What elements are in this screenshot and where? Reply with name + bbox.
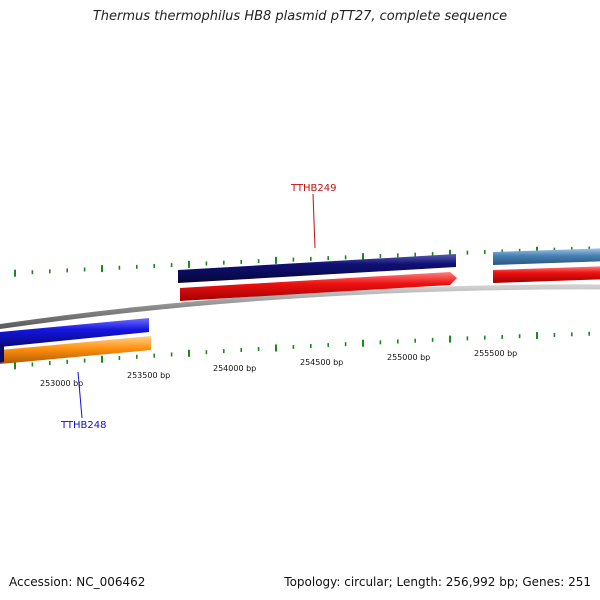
ruler-label: 253000 bp — [40, 379, 83, 388]
leader-line-tthb248 — [77, 371, 83, 419]
gene-bar-next[interactable] — [493, 248, 600, 265]
ruler-label: 254500 bp — [300, 358, 343, 367]
ruler-label: 254000 bp — [213, 364, 256, 373]
tick-row-upper — [14, 246, 591, 277]
leader-line-tthb249 — [312, 193, 316, 249]
cds-bar-next[interactable] — [493, 266, 600, 283]
tick-row-lower — [14, 331, 591, 370]
gene-label-tthb248[interactable]: TTHB248 — [60, 420, 107, 431]
gene-label-tthb249[interactable]: TTHB249 — [290, 183, 337, 194]
topology-summary: Topology: circular; Length: 256,992 bp; … — [284, 575, 591, 589]
ruler-label: 255500 bp — [474, 349, 517, 358]
map-title: Thermus thermophilus HB8 plasmid pTT27, … — [92, 9, 508, 24]
cds-bar-tthb248[interactable] — [0, 336, 151, 364]
ruler-label: 253500 bp — [127, 371, 170, 380]
cds-bar-tthb249[interactable] — [180, 272, 457, 301]
gene-bar-tthb248[interactable] — [0, 318, 149, 347]
prev-gene-stub — [0, 344, 4, 363]
ruler-label: 255000 bp — [387, 353, 430, 362]
accession-label: Accession: NC_006462 — [9, 575, 146, 589]
sequence-backbone — [0, 284, 600, 330]
gene-bar-tthb249[interactable] — [178, 254, 456, 283]
